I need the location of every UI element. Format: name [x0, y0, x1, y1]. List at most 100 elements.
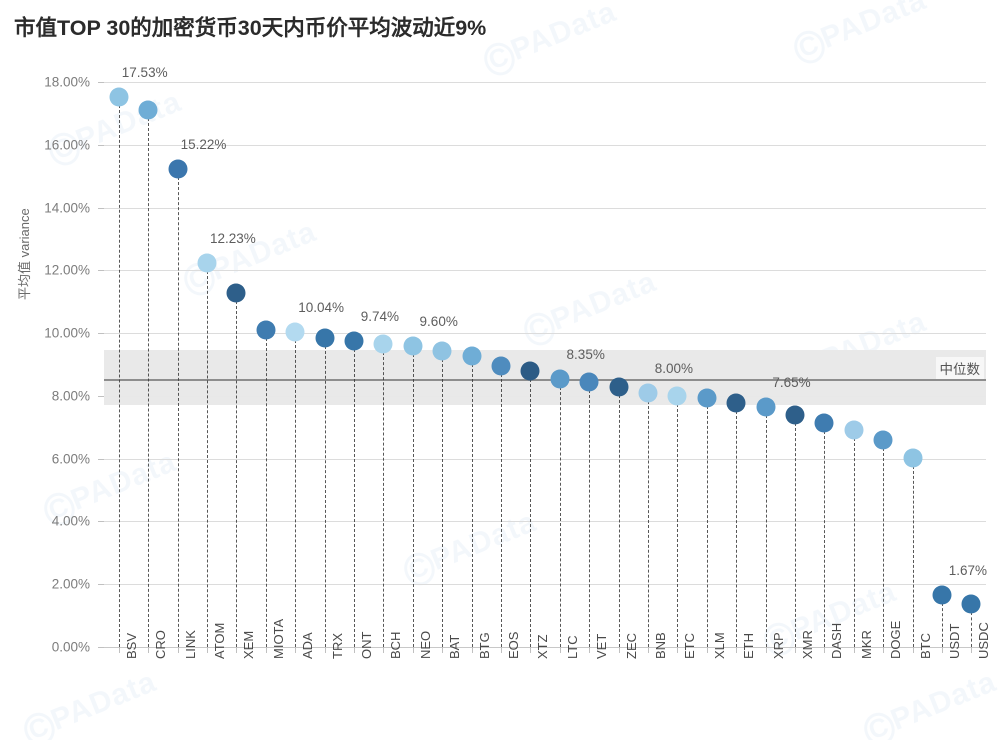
point-stem: [236, 301, 238, 647]
data-point[interactable]: [756, 397, 775, 417]
data-point[interactable]: [109, 87, 129, 107]
x-axis-label: XLM: [711, 632, 727, 659]
point-stem: [412, 353, 414, 647]
x-axis-label: BSV: [123, 632, 139, 659]
gridline: [104, 82, 986, 83]
data-point[interactable]: [932, 585, 952, 605]
median-band: [104, 350, 986, 406]
point-stem: [824, 430, 826, 647]
x-axis-label: ZEC: [623, 633, 639, 659]
data-point[interactable]: [785, 405, 805, 425]
y-axis-label: 18.00%: [44, 74, 90, 90]
x-axis-tick: [295, 647, 297, 653]
data-point[interactable]: [285, 322, 305, 342]
data-point[interactable]: [550, 369, 570, 389]
y-axis-tick: [98, 270, 104, 272]
x-axis-tick: [353, 647, 355, 653]
x-axis-label: TRX: [329, 633, 345, 659]
point-stem: [941, 602, 943, 647]
y-axis-label: 6.00%: [51, 451, 90, 467]
gridline: [104, 207, 986, 209]
point-stem: [530, 379, 532, 647]
data-point[interactable]: [315, 328, 334, 348]
median-annotation: 中位数: [935, 356, 984, 379]
data-point-label: 7.65%: [772, 374, 811, 390]
x-axis-tick: [471, 647, 473, 653]
data-point[interactable]: [168, 159, 187, 179]
data-point[interactable]: [814, 413, 834, 433]
x-axis-tick: [530, 647, 532, 653]
data-point[interactable]: [697, 388, 717, 408]
point-stem: [883, 447, 885, 647]
data-point[interactable]: [609, 377, 628, 397]
x-axis-label: DOGE: [888, 620, 904, 659]
data-point-label: 9.74%: [360, 309, 400, 325]
gridline: [104, 647, 986, 648]
x-axis-tick: [941, 647, 943, 653]
data-point[interactable]: [903, 448, 922, 468]
data-point[interactable]: [844, 420, 864, 440]
data-point[interactable]: [491, 356, 511, 376]
data-point[interactable]: [667, 386, 687, 406]
point-stem: [118, 104, 120, 647]
x-axis-tick: [706, 647, 708, 653]
x-axis-tick: [618, 647, 620, 653]
data-point[interactable]: [873, 430, 893, 450]
data-point-label: 17.53%: [121, 64, 168, 80]
x-axis-label: ETH: [741, 633, 757, 659]
x-axis-tick: [883, 647, 885, 653]
data-point[interactable]: [197, 253, 217, 273]
x-axis-label: USDT: [946, 623, 962, 659]
point-stem: [971, 611, 973, 647]
point-stem: [383, 352, 385, 647]
data-point[interactable]: [373, 334, 393, 354]
data-point[interactable]: [344, 331, 364, 351]
x-axis-tick: [647, 647, 649, 653]
x-axis-tick: [765, 647, 767, 653]
x-axis-label: BAT: [447, 634, 463, 659]
x-axis-label: BCH: [388, 631, 404, 659]
y-axis-label: 10.00%: [44, 325, 90, 341]
point-stem: [853, 437, 855, 647]
y-axis-label: 2.00%: [51, 576, 90, 592]
point-stem: [677, 403, 679, 647]
point-stem: [442, 359, 444, 647]
data-point[interactable]: [961, 594, 981, 614]
x-axis-tick: [794, 647, 796, 653]
data-point[interactable]: [432, 341, 452, 361]
point-stem: [618, 395, 620, 647]
x-axis-label: BTG: [476, 632, 492, 659]
data-point[interactable]: [462, 346, 481, 366]
point-stem: [177, 177, 179, 647]
point-stem: [706, 406, 708, 647]
point-stem: [148, 117, 150, 647]
x-axis-tick: [971, 647, 973, 653]
data-point[interactable]: [256, 320, 276, 340]
data-point[interactable]: [226, 283, 246, 303]
data-point[interactable]: [138, 100, 158, 120]
x-axis-tick: [236, 647, 238, 653]
point-stem: [353, 349, 355, 647]
point-stem: [471, 364, 473, 647]
x-axis-label: ONT: [358, 631, 374, 659]
gridline: [104, 144, 986, 146]
data-point-label: 9.60%: [419, 313, 458, 329]
data-point[interactable]: [726, 393, 746, 413]
data-point[interactable]: [579, 372, 599, 392]
data-point[interactable]: [520, 361, 540, 381]
point-stem: [206, 271, 208, 647]
x-axis-tick: [324, 647, 326, 653]
y-axis-tick: [98, 82, 104, 83]
x-axis-label: LTC: [564, 635, 580, 659]
data-point-label: 8.00%: [654, 361, 694, 377]
x-axis-label: USDC: [976, 622, 992, 659]
y-axis-label: 4.00%: [51, 513, 90, 529]
x-axis-label: NEO: [417, 630, 433, 659]
point-stem: [324, 346, 326, 647]
x-axis-tick: [412, 647, 414, 653]
y-axis-tick: [98, 207, 104, 209]
data-point[interactable]: [403, 336, 423, 356]
median-line: [104, 378, 986, 381]
y-axis-label: 8.00%: [51, 388, 90, 404]
data-point[interactable]: [638, 383, 658, 403]
